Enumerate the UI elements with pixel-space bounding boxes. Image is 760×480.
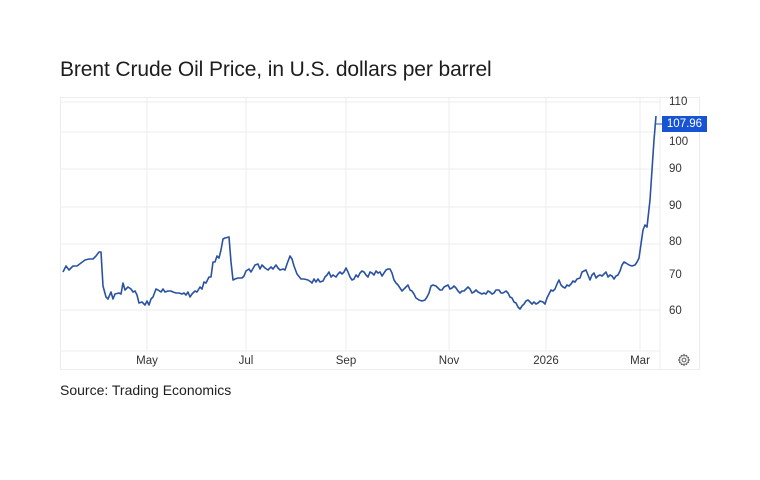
y-tick-label: 60 [669, 305, 682, 317]
gear-icon[interactable] [677, 353, 691, 367]
chart-frame [60, 97, 700, 370]
x-tick-label: May [136, 355, 158, 367]
x-tick-label: Sep [335, 355, 357, 367]
x-tick-label: Mar [630, 355, 650, 367]
last-value-badge: 107.96 [662, 116, 707, 132]
x-tick-label: 2026 [533, 355, 559, 367]
source-caption: Source: Trading Economics [60, 382, 232, 398]
y-tick-label: 80 [669, 236, 682, 248]
chart-title: Brent Crude Oil Price, in U.S. dollars p… [60, 58, 492, 81]
y-tick-label: 100 [669, 136, 689, 148]
gridlines [60, 97, 661, 370]
price-line [62, 115, 657, 310]
x-tick-label: Jul [238, 355, 254, 367]
y-tick-label: 110 [669, 96, 688, 108]
y-tick-label: 90 [669, 200, 682, 212]
y-tick-label: 70 [669, 269, 682, 281]
y-tick-label: 90 [669, 163, 682, 175]
x-tick-label: Nov [438, 355, 460, 367]
